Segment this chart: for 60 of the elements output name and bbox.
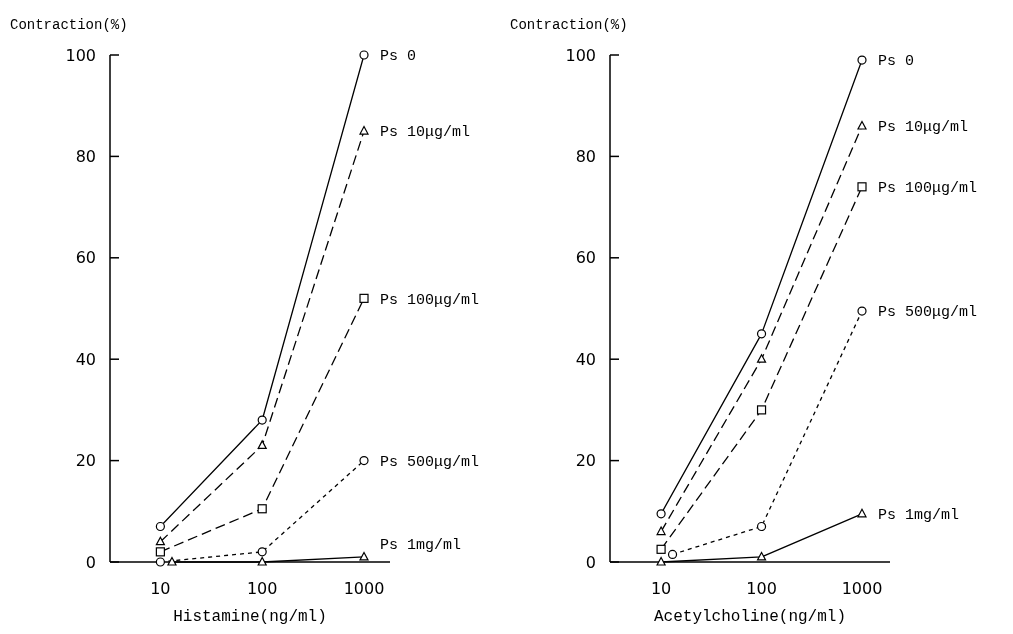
point xyxy=(756,354,767,363)
x-axis-title: Acetylcholine(ng/ml) xyxy=(653,608,847,626)
point xyxy=(756,405,767,415)
point xyxy=(359,50,369,60)
point xyxy=(155,547,165,557)
y-tick-label: 0 xyxy=(585,552,596,572)
point xyxy=(656,509,666,519)
point xyxy=(155,536,165,546)
y-tick-label: 40 xyxy=(75,349,96,369)
point xyxy=(857,55,867,65)
series-label: Ps 1mg/ml xyxy=(380,537,462,555)
y-tick-label: 40 xyxy=(575,349,596,369)
point xyxy=(257,504,267,514)
series-label: Ps 10μg/ml xyxy=(380,124,471,142)
point xyxy=(155,557,165,567)
y-tick-label: 80 xyxy=(75,147,96,166)
point xyxy=(257,556,267,566)
x-axis-title: Histamine(ng/ml) xyxy=(173,608,327,626)
y-tick-label: 100 xyxy=(565,45,596,65)
y-tick-label: 0 xyxy=(85,552,96,572)
point xyxy=(257,440,267,449)
x-tick-label: 10 xyxy=(150,579,171,598)
x-tick-label: 1000 xyxy=(841,579,883,598)
point xyxy=(359,456,369,466)
point xyxy=(359,293,369,303)
point xyxy=(857,120,867,130)
point xyxy=(756,329,767,339)
y-tick-label: 20 xyxy=(75,451,96,471)
point xyxy=(857,182,867,192)
y-axis-title: Contraction(%) xyxy=(10,17,128,33)
series-label: Ps 500μg/ml xyxy=(878,304,978,322)
point xyxy=(257,547,267,557)
point xyxy=(857,306,867,316)
y-tick-label: 60 xyxy=(575,248,596,268)
series-label: Ps 500μg/ml xyxy=(380,453,480,471)
series-label: Ps 0 xyxy=(878,53,915,71)
point xyxy=(656,544,666,554)
point xyxy=(857,508,867,518)
y-tick-label: 60 xyxy=(75,248,96,268)
point xyxy=(359,551,369,561)
point xyxy=(359,125,369,135)
y-tick-label: 20 xyxy=(575,451,596,471)
series-label: Ps 0 xyxy=(380,48,417,66)
point xyxy=(257,415,267,425)
series-label: Ps 100μg/ml xyxy=(878,180,978,198)
x-tick-label: 10 xyxy=(650,579,672,598)
x-tick-label: 100 xyxy=(746,579,777,598)
point xyxy=(656,526,666,536)
series-label: Ps 1mg/ml xyxy=(878,507,960,525)
x-tick-label: 1000 xyxy=(343,579,385,598)
y-axis-title: Contraction(%) xyxy=(510,17,628,33)
point xyxy=(155,521,165,532)
series-label: Ps 10μg/ml xyxy=(878,119,969,137)
x-tick-label: 100 xyxy=(246,579,278,598)
point xyxy=(756,551,767,561)
point xyxy=(656,556,666,566)
series-label: Ps 100μg/ml xyxy=(380,291,480,309)
point xyxy=(756,521,767,532)
y-tick-label: 80 xyxy=(575,147,596,166)
y-tick-label: 100 xyxy=(65,45,96,65)
